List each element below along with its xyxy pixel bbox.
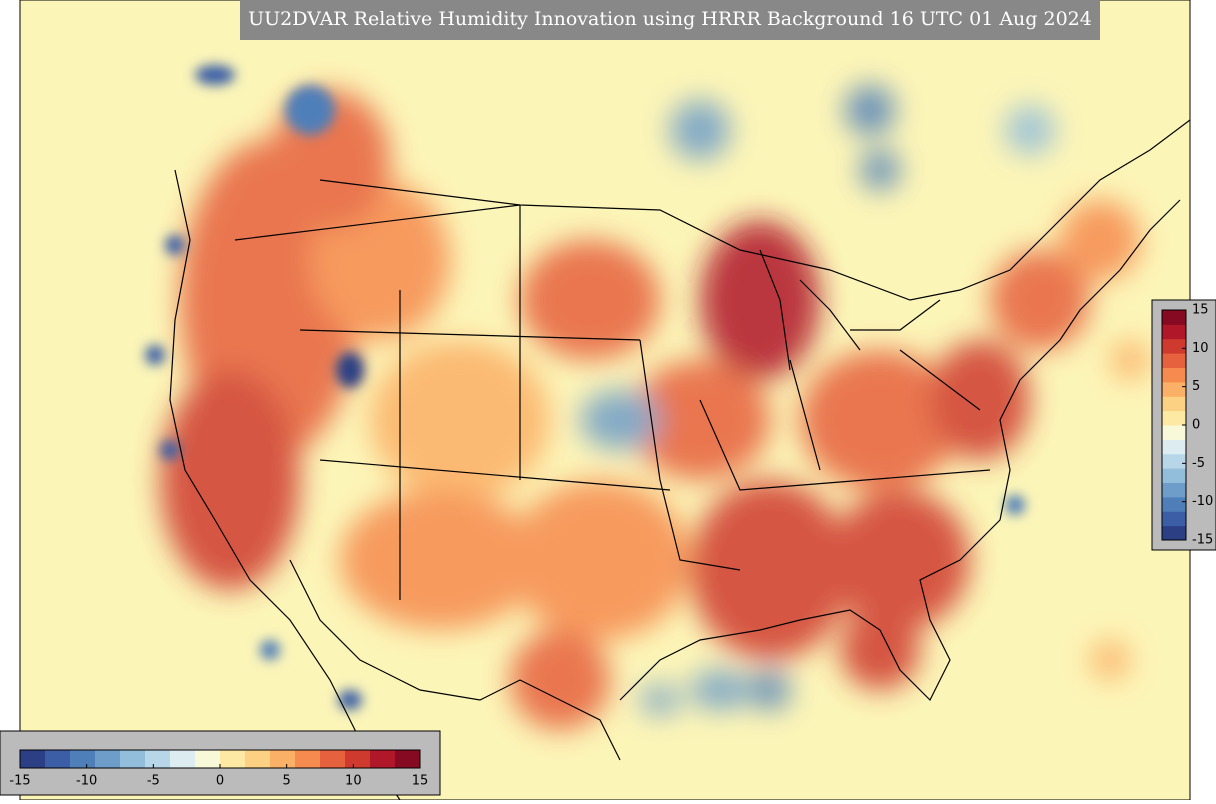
coastlines (169, 119, 1190, 800)
tick-label: -10 (76, 774, 97, 789)
tick-label: 10 (345, 774, 362, 789)
color-swatch (395, 750, 421, 768)
tick-label: -10 (1192, 494, 1213, 509)
color-swatch (345, 750, 371, 768)
tick-label: 15 (412, 774, 429, 789)
color-swatch (245, 750, 271, 768)
color-swatch (1162, 410, 1186, 426)
color-swatch (1162, 468, 1186, 483)
title: UU2DVAR Relative Humidity Innovation usi… (248, 8, 1092, 30)
color-swatch (1162, 453, 1186, 469)
horizontal-colorbar: -15 -10 -5 0 5 10 15 (9, 749, 429, 789)
color-swatch (295, 750, 321, 768)
tick-label: -15 (9, 774, 30, 789)
color-swatch (1162, 525, 1186, 541)
color-swatch (270, 750, 296, 768)
color-swatch (1162, 353, 1186, 368)
tick-label: 15 (1192, 303, 1209, 318)
color-swatch (220, 750, 246, 768)
color-swatch (1162, 496, 1186, 512)
color-swatch (95, 750, 121, 768)
tick-label: 0 (216, 774, 224, 789)
tick-label: 5 (1192, 379, 1200, 394)
color-swatch (170, 750, 196, 768)
color-swatch (1162, 338, 1186, 354)
color-swatch (145, 750, 171, 768)
map-field (20, 0, 1190, 800)
color-swatch (1162, 396, 1186, 412)
tick-label: 5 (283, 774, 291, 789)
color-swatch (1162, 425, 1186, 440)
color-swatch (70, 750, 96, 768)
color-swatch (120, 750, 146, 768)
color-swatch (320, 750, 346, 768)
vertical-colorbar: 15 10 5 0 -5 -10 -15 (1161, 303, 1213, 548)
color-swatch (1162, 310, 1186, 325)
color-swatch (1162, 511, 1186, 527)
tick-label: -15 (1192, 533, 1213, 548)
color-swatch (1162, 324, 1186, 340)
title-box (240, 0, 1100, 40)
color-swatch (1162, 381, 1186, 397)
color-swatch (195, 750, 221, 768)
color-swatch (45, 750, 71, 768)
color-swatch (370, 750, 396, 768)
color-swatch (20, 750, 46, 768)
tick-label: 10 (1192, 341, 1209, 356)
color-swatch (1162, 439, 1186, 455)
color-swatch (1162, 482, 1186, 498)
tick-label: -5 (1192, 456, 1205, 471)
tick-label: -5 (147, 774, 160, 789)
tick-label: 0 (1192, 418, 1200, 433)
color-swatch (1162, 367, 1186, 383)
